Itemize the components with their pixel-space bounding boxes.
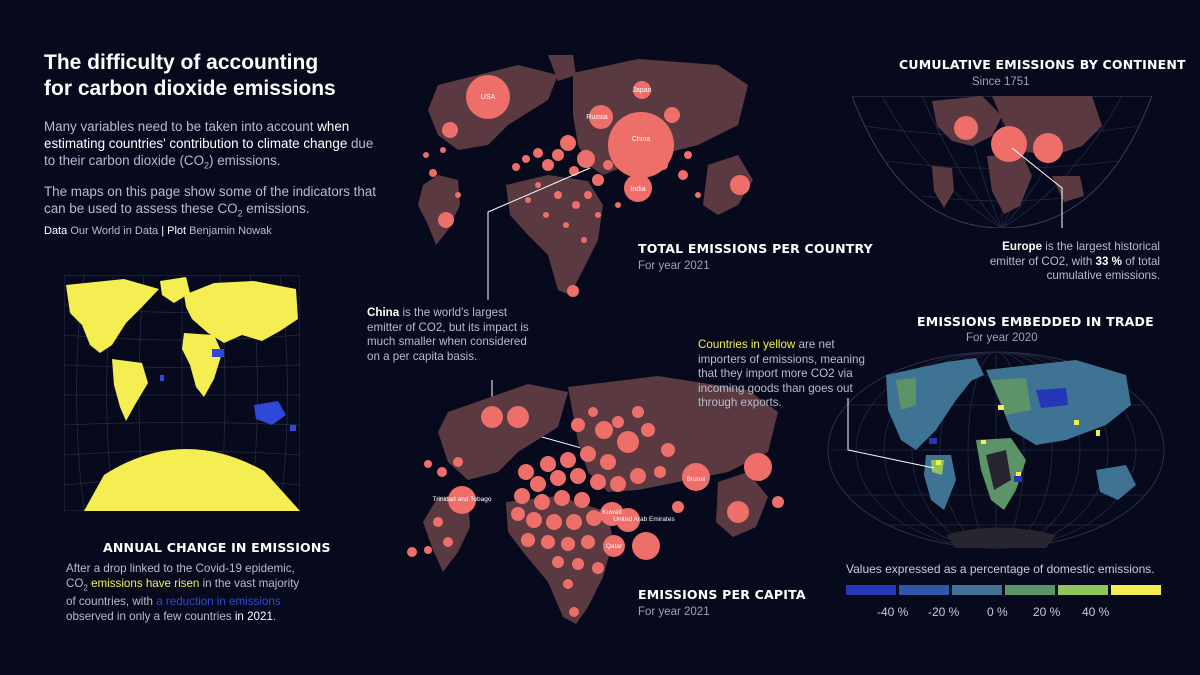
label-japan: Japan [632, 87, 651, 94]
label-trinidad: Trinidad and Tobago [433, 496, 492, 503]
label-uae: United Arab Emirates [613, 516, 675, 523]
china-annotation: China is the world's largest emitter of … [367, 306, 529, 363]
legend-tick: 40 % [1082, 605, 1110, 619]
legend-bar [846, 585, 1161, 595]
bubble-trinidad [448, 486, 476, 514]
trade-sub: For year 2020 [966, 332, 1038, 344]
total-emissions-sub: For year 2021 [638, 260, 710, 272]
annual-change-map [64, 275, 300, 511]
legend-swatch [1005, 585, 1055, 595]
total-emissions-map: USA Japan Russia China India [418, 55, 753, 297]
cumulative-bubbles [954, 116, 1063, 163]
label-russia: Russia [586, 114, 608, 121]
legend-tick: -20 % [928, 605, 960, 619]
bubble-india [624, 174, 652, 202]
intro-paragraph-2: The maps on this page show some of the i… [44, 183, 376, 219]
bubble-europe [991, 126, 1027, 162]
bubble-asia [1033, 133, 1063, 163]
intro-paragraph-1: Many variables need to be taken into acc… [44, 119, 374, 171]
label-brunei: Brunei [687, 476, 706, 483]
label-kuwait: Kuwait [602, 509, 622, 516]
per-capita-heading: Emissions per capita [638, 587, 806, 602]
eurasia [184, 281, 298, 343]
legend-swatch [952, 585, 1002, 595]
trade-land [886, 358, 1136, 548]
trade-heading: Emissions embedded in trade [917, 314, 1154, 329]
bubble-russia [589, 105, 613, 129]
trade-annotation: Countries in yellow are net importers of… [698, 338, 865, 409]
legend-tick: 20 % [1033, 605, 1061, 619]
cumulative-heading: Cumulative emissions by continent [899, 57, 1186, 72]
reduction-region [160, 375, 164, 381]
bubble-brunei [682, 463, 710, 491]
label-usa: USA [481, 94, 496, 101]
source-credit: Data Our World in Data | Plot Benjamin N… [44, 225, 272, 237]
legend-swatch [1111, 585, 1161, 595]
land [932, 96, 1102, 214]
bubble-usa [466, 75, 510, 119]
reduction-region [212, 349, 224, 357]
legend-swatch [846, 585, 896, 595]
australia [254, 401, 286, 425]
antarctica [84, 448, 300, 511]
legend-caption: Values expressed as a percentage of dome… [846, 562, 1155, 576]
legend-tick: 0 % [987, 605, 1008, 619]
title-line-1: The difficulty of accounting [44, 51, 319, 74]
bubble-north-america [954, 116, 978, 140]
importer-spots [936, 405, 1100, 478]
legend-swatch [1058, 585, 1108, 595]
legend-swatch [899, 585, 949, 595]
bubble-qatar [632, 532, 660, 560]
total-emissions-heading: Total emissions per country [638, 241, 873, 256]
page-title: The difficulty of accounting for carbon … [44, 50, 384, 102]
greenland [160, 277, 190, 303]
per-capita-bubbles [407, 406, 784, 617]
bubble-japan [633, 81, 651, 99]
cumulative-annotation: Europe is the largest historical emitter… [989, 240, 1160, 282]
annual-change-text: After a drop linked to the Covid-19 epid… [66, 562, 300, 623]
cumulative-map [852, 96, 1152, 228]
cumulative-sub: Since 1751 [972, 76, 1030, 88]
trade-map [827, 351, 1165, 549]
reduction-region [290, 425, 296, 431]
total-bubbles [423, 75, 750, 297]
label-qatar: Qatar [606, 543, 623, 550]
annual-change-heading: Annual change in emissions [103, 540, 331, 555]
bubble-china [608, 112, 674, 178]
per-capita-map: Trinidad and Tobago Kuwait United Arab E… [407, 376, 784, 624]
label-india: India [630, 186, 645, 193]
north-america [66, 279, 159, 353]
per-capita-sub: For year 2021 [638, 606, 710, 618]
legend-tick: -40 % [877, 605, 909, 619]
title-line-2: for carbon dioxide emissions [44, 77, 336, 100]
label-china: China [632, 136, 650, 143]
intro-text: Many variables need to be taken into acc… [44, 118, 384, 230]
south-america [112, 359, 148, 421]
